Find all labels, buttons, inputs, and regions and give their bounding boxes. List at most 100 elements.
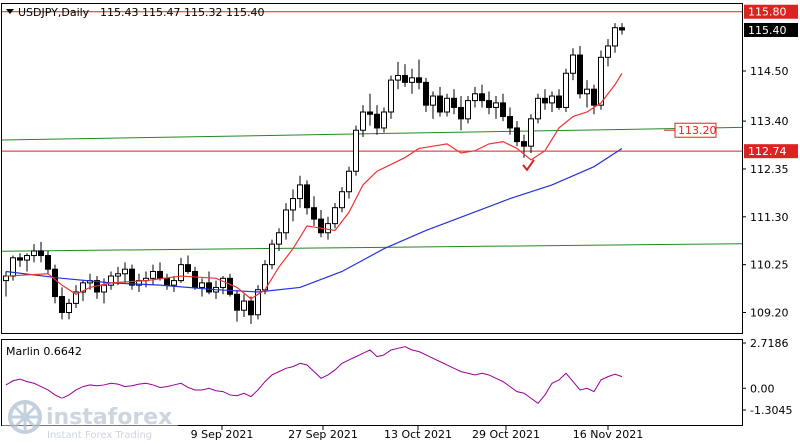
candle [45, 250, 51, 274]
candle [129, 264, 135, 290]
candle [24, 253, 30, 272]
candle [458, 96, 464, 131]
candle [227, 273, 233, 297]
candle [437, 86, 443, 117]
candle [514, 121, 520, 147]
candle [122, 262, 128, 283]
indicator-tick-label: -1.3045 [750, 404, 792, 417]
candle [304, 180, 310, 215]
candle [192, 266, 198, 290]
candle [577, 45, 583, 99]
candle [311, 196, 317, 226]
candle [164, 273, 170, 290]
price-label-badge: 115.80 [744, 4, 798, 19]
candle [171, 276, 177, 292]
candle [318, 209, 324, 238]
ma-slow-line [5, 147, 623, 293]
candle [31, 244, 37, 263]
time-tick-label: 9 Sep 2021 [191, 428, 254, 441]
candle [528, 114, 534, 154]
time-tick-label: 16 Nov 2021 [573, 428, 643, 441]
time-axis[interactable]: 9 Sep 2021 27 Sep 2021 13 Oct 2021 29 Oct 2… [191, 426, 644, 441]
price-tick-label: 112.35 [750, 163, 789, 176]
candle [150, 264, 156, 286]
channel-lower-line[interactable] [0, 240, 800, 252]
candle [549, 91, 555, 112]
price-tick-label: 109.20 [750, 306, 789, 319]
candle [444, 93, 450, 117]
svg-text:112.74: 112.74 [748, 145, 787, 158]
candle [402, 64, 408, 87]
candle [507, 107, 513, 135]
candle [283, 203, 289, 240]
candle [619, 23, 625, 35]
candle [584, 80, 590, 108]
candle [556, 89, 562, 110]
candle [388, 75, 394, 119]
candlesticks [3, 23, 625, 324]
price-label-badge: 112.74 [744, 144, 798, 159]
price-label-badge: 115.40 [744, 22, 798, 37]
candle [325, 216, 331, 240]
candle [612, 23, 618, 53]
candle [353, 125, 359, 176]
ma-fast-line [5, 72, 623, 300]
candle [381, 107, 387, 133]
watermark-tagline: Instant Forex Trading [47, 430, 152, 441]
candle [472, 86, 478, 108]
price-tick-label: 113.40 [750, 115, 789, 128]
candle [17, 253, 23, 267]
candle [346, 166, 352, 199]
candle [570, 48, 576, 81]
candle [276, 228, 282, 251]
candle [332, 203, 338, 229]
candle [409, 68, 415, 94]
candle [234, 289, 240, 322]
candle [10, 255, 16, 281]
indicator-pane-border [1, 339, 743, 426]
candle [178, 257, 184, 283]
candle [598, 50, 604, 110]
candle [241, 294, 247, 318]
candle [367, 93, 373, 126]
watermark: instaforex Instant Forex Trading [2, 398, 178, 442]
candle [374, 105, 380, 135]
channel-upper-line[interactable] [0, 122, 800, 141]
candle [206, 271, 212, 295]
checkmark-icon [522, 159, 535, 172]
watermark-brand: instaforex [46, 405, 172, 430]
candle [486, 91, 492, 115]
candle [157, 262, 163, 281]
candle [360, 105, 366, 138]
candle [297, 175, 303, 208]
marlin-indicator [5, 346, 623, 404]
candle [94, 276, 100, 299]
candle [185, 255, 191, 274]
indicator-title: Marlin 0.6642 [6, 345, 82, 358]
candle [269, 239, 275, 270]
triangle-down-icon[interactable] [6, 9, 14, 14]
price-axis[interactable]: 114.50 113.40 112.35 111.30 110.25 109.20 115.… [664, 4, 798, 320]
candle [199, 278, 205, 297]
candle [66, 298, 72, 320]
price-tick-label: 110.25 [750, 259, 789, 272]
time-tick-label: 27 Sep 2021 [288, 428, 358, 441]
svg-text:113.20: 113.20 [678, 124, 717, 137]
ohlc-label: 115.43 115.47 115.32 115.40 [100, 6, 264, 19]
candle [423, 77, 429, 112]
candle [3, 271, 9, 297]
line-value-tag: 113.20 [664, 122, 717, 138]
candle [605, 39, 611, 67]
candle [493, 96, 499, 119]
indicator-tick-label: 0.00 [750, 382, 775, 395]
candle [430, 91, 436, 119]
indicator-axis: 2.7186 0.00 -1.3045 [742, 337, 792, 417]
price-tick-label: 111.30 [750, 211, 789, 224]
candle [339, 187, 345, 213]
candle [108, 271, 114, 290]
symbol-label: USDJPY,Daily [18, 6, 90, 19]
time-tick-label: 29 Oct 2021 [472, 428, 540, 441]
candle [38, 241, 44, 263]
